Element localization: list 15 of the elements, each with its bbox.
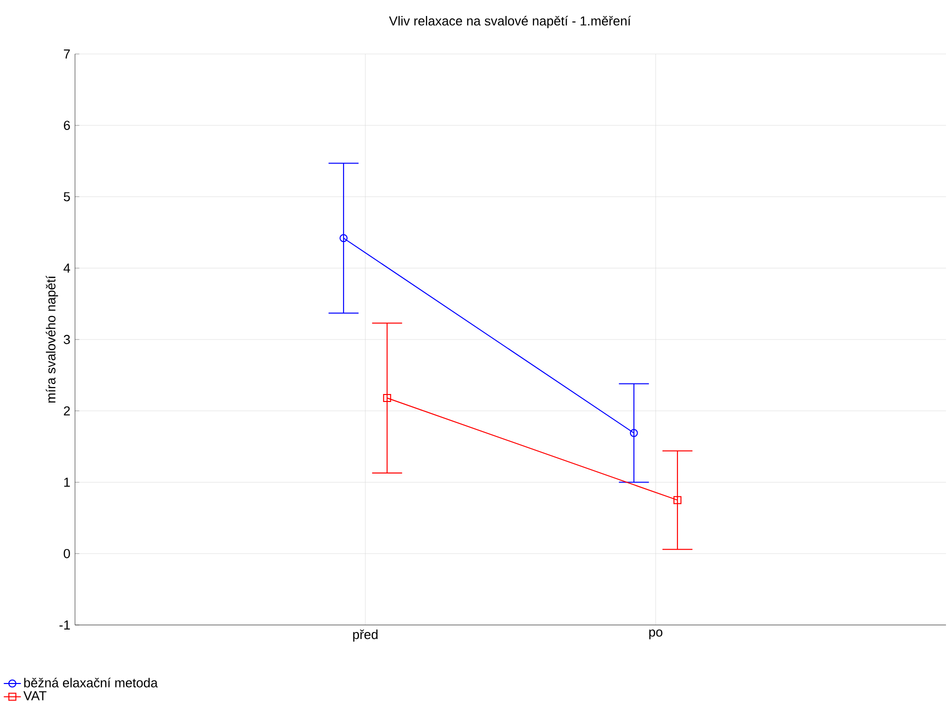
y-tick-label: 7 bbox=[64, 50, 70, 58]
y-tick-label: 2 bbox=[64, 406, 70, 416]
x-tick-label: před bbox=[353, 630, 378, 642]
y-tick-label: 4 bbox=[64, 264, 70, 273]
y-tick-label: 0 bbox=[64, 549, 70, 558]
y-axis-title: míra svalového napětí bbox=[46, 276, 58, 403]
y-tick-label: 1 bbox=[64, 478, 70, 487]
y-tick-label: 3 bbox=[64, 334, 70, 344]
chart-title: Vliv relaxace na svalové napětí - 1.měření bbox=[389, 16, 631, 28]
y-tick-label: 5 bbox=[64, 192, 70, 202]
x-tick-label: po bbox=[649, 630, 662, 640]
legend-label: VAT bbox=[23, 691, 46, 700]
y-tick-label: 6 bbox=[64, 120, 70, 130]
legend-label: běžná elaxační metoda bbox=[24, 678, 158, 688]
y-tick-label: -1 bbox=[59, 620, 70, 630]
